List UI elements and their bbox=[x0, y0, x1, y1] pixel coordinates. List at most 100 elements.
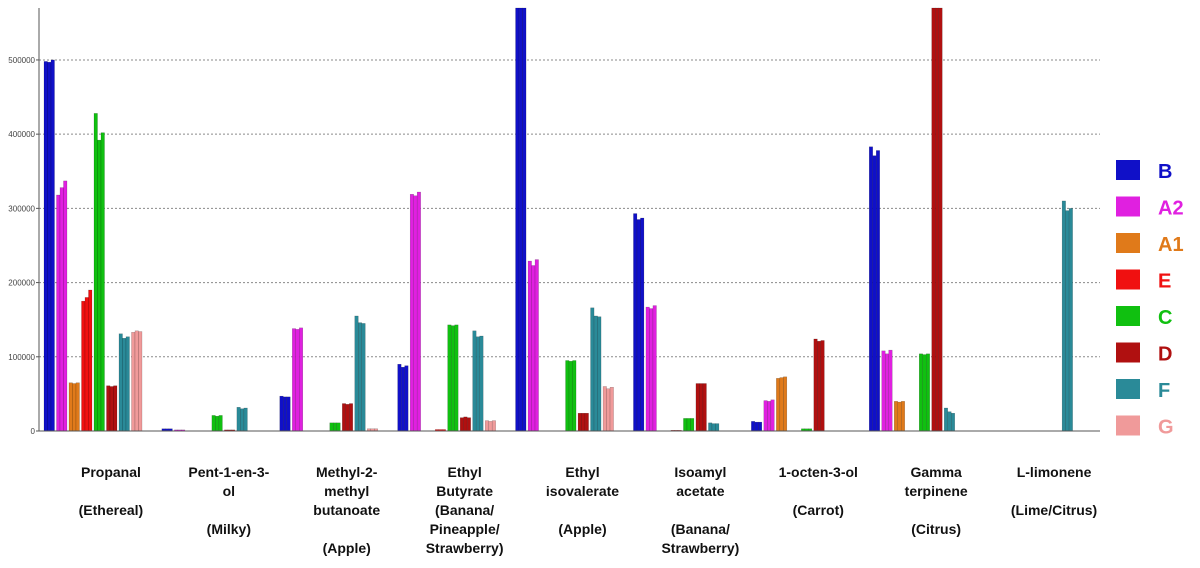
bar-f-rep1 bbox=[118, 333, 123, 432]
bar-f-rep1 bbox=[236, 407, 241, 432]
category-label: Pineapple/ bbox=[430, 521, 500, 537]
bar-a2-rep1 bbox=[881, 350, 886, 432]
bar-b-rep2 bbox=[754, 421, 759, 432]
bar-c-rep2 bbox=[333, 422, 337, 432]
bar-g-rep2 bbox=[134, 330, 139, 432]
bar-d-rep1 bbox=[459, 417, 464, 432]
bar-g-rep3 bbox=[609, 387, 614, 432]
bar-d-rep2 bbox=[817, 341, 822, 432]
bar-g-rep1 bbox=[484, 420, 489, 432]
bar-a1-rep2 bbox=[72, 383, 77, 432]
bar-a1-rep2 bbox=[779, 377, 784, 432]
bar-c-rep3 bbox=[926, 353, 930, 432]
legend-label-g: G bbox=[1158, 417, 1174, 439]
bar-b-rep1 bbox=[43, 61, 48, 432]
bar-c-rep1 bbox=[329, 422, 334, 432]
bar-f-rep2 bbox=[240, 408, 245, 432]
bar-f-rep2 bbox=[122, 338, 127, 432]
bar-d-rep1 bbox=[342, 403, 346, 432]
legend-label-f: F bbox=[1158, 380, 1170, 402]
bar-g-rep3 bbox=[491, 420, 496, 432]
category-label: ol bbox=[223, 483, 235, 499]
bar-a2-rep1 bbox=[292, 328, 296, 432]
category-label: 1-octen-3-ol bbox=[779, 464, 858, 480]
category-label: (Banana/ bbox=[435, 502, 494, 518]
category-label: Methyl-2- bbox=[316, 464, 378, 480]
category-label: isovalerate bbox=[546, 483, 619, 499]
category-label: acetate bbox=[676, 483, 724, 499]
bar-a2-rep2 bbox=[531, 265, 536, 432]
bar-a1-rep1 bbox=[68, 382, 73, 432]
bar-c-rep2 bbox=[215, 415, 220, 432]
bar-a1-rep3 bbox=[901, 401, 905, 432]
bar-a2-rep3 bbox=[63, 180, 68, 432]
bar-b-rep2 bbox=[872, 155, 877, 432]
y-tick-label: 0 bbox=[31, 427, 36, 436]
bar-b-rep1 bbox=[515, 7, 520, 432]
category-label: terpinene bbox=[905, 483, 968, 499]
legend-label-d: D bbox=[1158, 344, 1172, 366]
bars bbox=[43, 7, 1073, 432]
bar-b-rep3 bbox=[522, 7, 527, 432]
bar-c-rep1 bbox=[919, 353, 923, 432]
bar-d-rep1 bbox=[813, 338, 818, 432]
bar-b-rep3 bbox=[50, 59, 55, 432]
bar-b-rep1 bbox=[397, 364, 402, 432]
y-tick-label: 100000 bbox=[8, 353, 35, 362]
bar-f-rep1 bbox=[1061, 200, 1066, 432]
bar-e-rep3 bbox=[88, 289, 93, 432]
category-label: Propanal bbox=[81, 464, 141, 480]
bar-a2-rep2 bbox=[295, 329, 300, 432]
legend-label-b: B bbox=[1158, 161, 1172, 183]
bar-a2-rep1 bbox=[409, 194, 414, 432]
legend-swatch-c bbox=[1116, 306, 1140, 326]
bar-f-rep3 bbox=[125, 336, 130, 432]
y-tick-label: 200000 bbox=[8, 279, 35, 288]
bar-g-rep2 bbox=[606, 388, 611, 432]
bar-d-rep2 bbox=[935, 7, 939, 432]
bar-a2-rep1 bbox=[645, 306, 650, 432]
bar-a1-rep3 bbox=[75, 382, 80, 432]
category-labels: Propanal (Ethereal) Pent-1-en-3- ol (Milky) M… bbox=[79, 464, 1098, 556]
legend-swatch-d bbox=[1116, 342, 1140, 363]
bar-f-rep2 bbox=[711, 423, 716, 432]
bar-d-rep3 bbox=[466, 417, 471, 432]
bar-b-rep2 bbox=[518, 7, 523, 432]
bar-f-rep1 bbox=[944, 407, 948, 432]
bar-f-rep3 bbox=[951, 412, 955, 432]
bar-f-rep3 bbox=[715, 423, 720, 432]
category-label: (Milky) bbox=[207, 521, 251, 537]
legend-label-a1: A1 bbox=[1158, 234, 1184, 256]
bar-f-rep3 bbox=[361, 323, 366, 432]
bar-d-rep1 bbox=[106, 385, 111, 432]
category-label: (Carrot) bbox=[793, 502, 844, 518]
bar-e-rep1 bbox=[81, 300, 86, 432]
bar-d-rep2 bbox=[345, 404, 350, 432]
category-label: butanoate bbox=[313, 502, 380, 518]
bar-g-rep3 bbox=[138, 331, 143, 432]
category-label: (Ethereal) bbox=[79, 502, 144, 518]
category-label: Ethyl bbox=[565, 464, 599, 480]
category-label: (Lime/Citrus) bbox=[1011, 502, 1097, 518]
bar-c-rep2 bbox=[97, 139, 102, 432]
bar-f-rep3 bbox=[597, 316, 602, 432]
bar-a2-rep1 bbox=[763, 400, 768, 432]
bar-d-rep3 bbox=[820, 340, 825, 432]
bar-c-rep1 bbox=[683, 418, 688, 432]
bar-f-rep3 bbox=[243, 407, 248, 432]
bar-c-rep2 bbox=[686, 418, 691, 432]
bar-f-rep1 bbox=[590, 307, 595, 432]
bar-d-rep3 bbox=[349, 403, 353, 432]
bar-c-rep1 bbox=[211, 415, 216, 432]
category-label: Strawberry) bbox=[661, 540, 739, 556]
bar-c-rep3 bbox=[100, 132, 105, 432]
category-label: (Banana/ bbox=[671, 521, 730, 537]
legend-label-c: C bbox=[1158, 307, 1172, 329]
bar-c-rep3 bbox=[454, 324, 459, 432]
bar-f-rep2 bbox=[593, 315, 598, 432]
bar-a1-rep1 bbox=[776, 378, 781, 432]
category-label: Gamma bbox=[910, 464, 962, 480]
bar-b-rep2 bbox=[400, 366, 405, 432]
bar-b-rep3 bbox=[404, 365, 409, 432]
bar-d-rep3 bbox=[702, 383, 707, 432]
